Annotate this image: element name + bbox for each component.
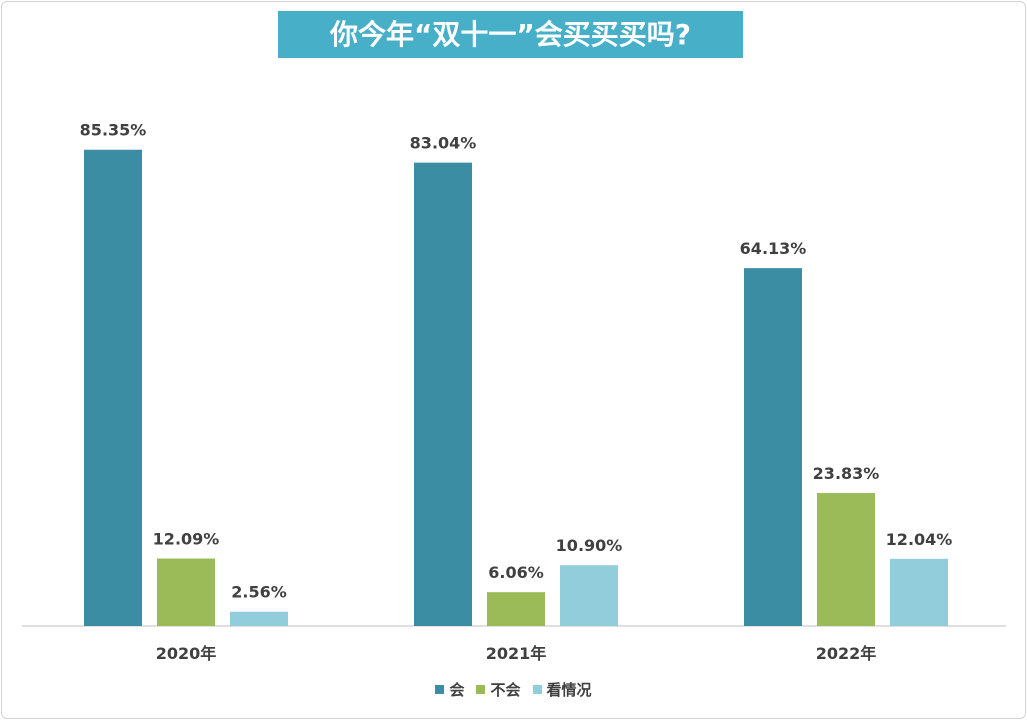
bar-1-1 — [84, 149, 142, 626]
bar-1-2 — [157, 558, 215, 626]
x-tick-label-3: 2022年 — [816, 644, 877, 663]
bar-3-1 — [744, 268, 802, 626]
chart-legend: 会 不会 看情况 — [0, 679, 1027, 700]
legend-label: 看情况 — [546, 681, 592, 699]
data-label-1-1: 85.35% — [80, 121, 147, 140]
data-label-3-1: 64.13% — [740, 239, 807, 258]
legend-swatch — [476, 685, 486, 694]
bar-3-3 — [890, 558, 948, 626]
legend-label: 不会 — [490, 681, 521, 699]
data-label-3-3: 12.04% — [886, 530, 953, 549]
legend-item-3: 看情况 — [532, 679, 592, 700]
data-label-1-2: 12.09% — [153, 530, 220, 549]
data-label-2-2: 6.06% — [488, 563, 544, 582]
bar-3-2 — [817, 493, 875, 626]
data-label-2-1: 83.04% — [410, 134, 477, 153]
x-tick-label-1: 2020年 — [156, 644, 217, 663]
chart-title: 你今年“双十一”会买买买吗? — [278, 11, 743, 58]
legend-swatch — [435, 685, 445, 694]
data-label-3-2: 23.83% — [813, 464, 880, 483]
bar-2-1 — [414, 162, 472, 627]
legend-swatch — [532, 685, 542, 694]
bar-2-3 — [560, 565, 618, 626]
data-label-1-3: 2.56% — [231, 583, 287, 602]
x-tick-label-2: 2021年 — [486, 644, 547, 663]
bar-2-2 — [487, 592, 545, 626]
legend-label: 会 — [449, 681, 465, 699]
bar-1-3 — [230, 611, 288, 626]
legend-item-1: 会 — [435, 679, 464, 700]
legend-item-2: 不会 — [476, 679, 521, 700]
data-label-2-3: 10.90% — [556, 536, 623, 555]
